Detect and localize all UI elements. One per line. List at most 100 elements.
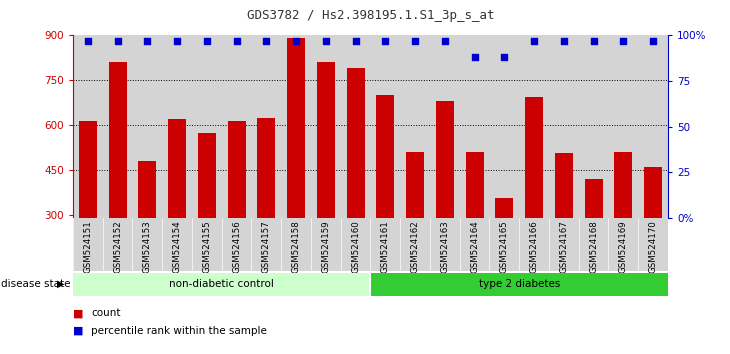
Text: ■: ■ xyxy=(73,326,83,336)
Point xyxy=(439,38,450,44)
Text: GSM524159: GSM524159 xyxy=(321,220,331,273)
Text: ▶: ▶ xyxy=(57,279,64,289)
Text: GSM524160: GSM524160 xyxy=(351,220,360,273)
Bar xyxy=(496,198,513,218)
Bar xyxy=(430,218,460,271)
Bar xyxy=(460,35,489,218)
Bar xyxy=(525,97,543,218)
Bar xyxy=(638,35,668,218)
Text: GSM524161: GSM524161 xyxy=(381,220,390,273)
Bar xyxy=(377,95,394,218)
Bar xyxy=(222,35,251,218)
Point xyxy=(172,38,183,44)
Text: GSM524151: GSM524151 xyxy=(83,220,93,273)
Bar xyxy=(168,119,186,218)
Text: GSM524152: GSM524152 xyxy=(113,220,122,273)
Text: non-diabetic control: non-diabetic control xyxy=(169,279,274,289)
Point xyxy=(558,38,569,44)
Bar xyxy=(579,218,608,271)
Bar xyxy=(281,218,311,271)
Bar xyxy=(549,35,579,218)
Point xyxy=(261,38,272,44)
Bar xyxy=(490,35,519,218)
Text: GSM524170: GSM524170 xyxy=(648,220,658,273)
Bar xyxy=(347,68,364,218)
Bar xyxy=(222,218,251,271)
Text: GSM524164: GSM524164 xyxy=(470,220,479,273)
Point xyxy=(82,38,93,44)
Text: GSM524162: GSM524162 xyxy=(410,220,420,273)
Point xyxy=(380,38,391,44)
Text: GSM524165: GSM524165 xyxy=(500,220,509,273)
Bar xyxy=(133,218,162,271)
Bar xyxy=(585,179,602,218)
Text: GSM524166: GSM524166 xyxy=(529,220,539,273)
Bar xyxy=(460,218,489,271)
Point xyxy=(201,38,212,44)
Bar xyxy=(162,218,192,271)
Bar xyxy=(139,161,156,218)
Bar xyxy=(430,35,460,218)
FancyBboxPatch shape xyxy=(370,273,668,296)
Bar xyxy=(615,152,632,218)
Text: GSM524169: GSM524169 xyxy=(619,220,628,273)
Bar xyxy=(311,218,341,271)
Text: GSM524156: GSM524156 xyxy=(232,220,241,273)
Bar xyxy=(228,121,245,218)
Text: count: count xyxy=(91,308,120,318)
Bar xyxy=(400,35,430,218)
Bar xyxy=(281,35,311,218)
Text: percentile rank within the sample: percentile rank within the sample xyxy=(91,326,267,336)
Point xyxy=(291,38,302,44)
Bar xyxy=(198,132,216,218)
Bar xyxy=(490,218,519,271)
Text: GSM524158: GSM524158 xyxy=(291,220,301,273)
Bar xyxy=(436,101,454,218)
Bar xyxy=(549,218,579,271)
Point xyxy=(231,38,242,44)
Bar xyxy=(133,35,162,218)
Bar xyxy=(73,35,103,218)
Bar xyxy=(371,218,400,271)
Bar xyxy=(258,118,275,218)
Bar xyxy=(608,218,638,271)
Point xyxy=(350,38,361,44)
Bar xyxy=(406,152,424,218)
Bar xyxy=(466,152,483,218)
Text: type 2 diabetes: type 2 diabetes xyxy=(479,279,560,289)
Bar xyxy=(317,62,335,218)
Bar xyxy=(79,121,97,218)
Bar xyxy=(287,38,305,218)
Text: GSM524153: GSM524153 xyxy=(143,220,152,273)
Text: GSM524157: GSM524157 xyxy=(262,220,271,273)
Bar xyxy=(644,167,662,218)
Bar xyxy=(341,218,370,271)
Point xyxy=(529,38,540,44)
Bar xyxy=(192,218,222,271)
Point xyxy=(588,38,599,44)
Bar xyxy=(251,218,281,271)
Text: GSM524155: GSM524155 xyxy=(202,220,212,273)
Bar xyxy=(579,35,608,218)
Bar xyxy=(103,35,133,218)
FancyBboxPatch shape xyxy=(73,273,370,296)
Point xyxy=(618,38,629,44)
Point xyxy=(112,38,123,44)
Text: GSM524154: GSM524154 xyxy=(172,220,182,273)
Text: disease state: disease state xyxy=(1,279,70,289)
Point xyxy=(469,55,480,60)
Bar xyxy=(192,35,222,218)
Text: GSM524168: GSM524168 xyxy=(589,220,598,273)
Text: GSM524163: GSM524163 xyxy=(440,220,450,273)
Bar xyxy=(519,35,549,218)
Bar xyxy=(162,35,192,218)
Text: ■: ■ xyxy=(73,308,83,318)
Bar xyxy=(371,35,400,218)
Bar xyxy=(519,218,549,271)
Bar xyxy=(251,35,281,218)
Bar xyxy=(73,218,103,271)
Bar xyxy=(341,35,370,218)
Bar xyxy=(311,35,341,218)
Point xyxy=(142,38,153,44)
Point xyxy=(320,38,331,44)
